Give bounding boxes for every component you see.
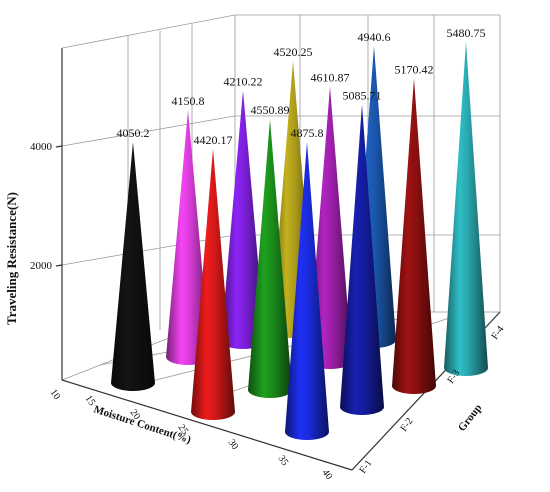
value-label: 4050.2 [117, 126, 150, 140]
y-tick-label: 4000 [30, 141, 53, 153]
cone-bar [444, 41, 488, 376]
x-axis-line [61, 379, 353, 471]
x-axis-title: Moisture Content(%) [92, 403, 193, 446]
value-label: 5085.71 [343, 88, 382, 102]
y-axis-title: Traveling Resistance(N) [4, 192, 19, 325]
value-label: 5170.42 [395, 62, 434, 76]
y-tick [55, 145, 63, 148]
value-label: 4940.6 [358, 30, 391, 44]
value-label: 4150.8 [172, 94, 205, 108]
cone-bar [166, 110, 210, 365]
cone-bar [111, 142, 155, 391]
value-label: 5480.75 [447, 26, 486, 40]
value-label: 4210.22 [224, 74, 263, 88]
value-labels: 4520.25 4940.6 4210.22 4150.8 4610.87 5480.75… [117, 26, 486, 147]
y-tick [55, 264, 63, 267]
cone-series [111, 41, 488, 440]
cone-bar [221, 90, 265, 349]
x-tick-label: 35 [276, 453, 291, 468]
value-label: 4875.8 [291, 126, 324, 140]
x-tick-label: 30 [226, 437, 241, 452]
cone-bar [248, 119, 292, 398]
z-tick-label: F-4 [489, 324, 506, 342]
x-tick-label: 10 [48, 387, 63, 402]
value-label: 4520.25 [274, 45, 313, 59]
cone-bar [191, 148, 235, 420]
x-tick-label: 40 [320, 467, 335, 482]
cone-bar [308, 86, 352, 370]
y-tick-label: 2000 [30, 260, 53, 272]
cone-bar [392, 78, 436, 394]
cone-bar [340, 104, 384, 415]
value-label: 4550.89 [251, 103, 290, 117]
value-label: 4420.17 [194, 133, 233, 147]
z-tick-label: F-2 [398, 416, 415, 434]
value-label: 4610.87 [311, 71, 350, 85]
cone-bar [285, 141, 329, 440]
grid-line [61, 115, 236, 147]
grid-line [61, 14, 236, 49]
z-axis-title: Group [456, 402, 485, 434]
